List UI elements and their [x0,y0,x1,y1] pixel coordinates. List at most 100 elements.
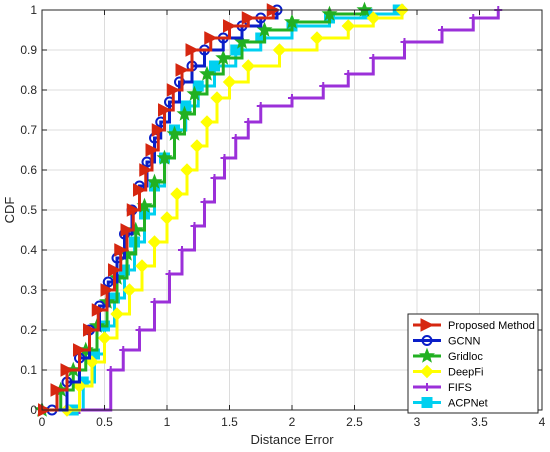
legend-label-fifs: FIFS [448,382,472,394]
y-tick-label: 0.1 [20,363,37,377]
data-point-gridloc [256,21,273,37]
legend-item-deepfi: DeepFi [413,364,483,379]
data-point-fifs [178,246,186,254]
data-point-deepfi [135,259,149,273]
data-point-fifs [220,154,229,162]
data-point-proposed-method [108,263,122,277]
legend: Proposed Method GCNN Gridloc DeepFi FIFS ACPN… [407,313,539,414]
data-point-deepfi [200,115,214,129]
data-point-gridloc [186,85,203,101]
legend-item-fifs: FIFS [413,382,472,394]
data-point-proposed-method [60,363,75,377]
data-point-deepfi [310,31,324,45]
x-axis-label: Distance Error [250,432,334,447]
data-point-acpnet [192,80,204,92]
y-tick-label: 0 [30,403,37,417]
x-tick-label: 4 [539,415,546,429]
data-point-proposed-method [204,31,218,45]
data-point-deepfi [160,211,174,225]
data-point-proposed-method [100,283,115,297]
data-point-proposed-method [241,11,256,25]
data-point-gridloc [199,65,215,81]
data-point-proposed-method [91,303,106,317]
data-point-proposed-method [166,83,181,97]
data-point-gridloc [146,173,163,189]
legend-marker-acpnet [421,397,433,408]
y-tick-label: 0.3 [20,283,37,297]
data-point-deepfi [341,19,355,33]
legend-label-gcnn: GCNN [448,336,480,348]
x-tick-label: 1 [164,415,171,429]
data-point-deepfi [147,235,162,249]
data-point-deepfi [210,91,224,105]
data-point-acpnet [209,60,220,72]
data-point-proposed-method [139,163,153,177]
data-point-gridloc [321,5,338,21]
y-tick-label: 1 [30,3,37,17]
data-point-fifs [165,270,174,278]
data-point-fifs [400,38,409,46]
legend-marker-gridloc [419,347,435,363]
data-point-proposed-method [145,143,160,157]
data-point-proposed-method [120,223,135,237]
legend-marker-deepfi [420,364,434,379]
legend-label-deepfi: DeepFi [448,367,483,379]
data-point-fifs [319,82,328,90]
legend-marker-fifs [423,383,431,391]
data-point-fifs [469,14,478,22]
series-line-fifs [79,10,500,412]
data-point-fifs [106,366,115,374]
series-layer [34,1,503,417]
y-tick-label: 0.5 [20,203,37,217]
data-point-proposed-method [151,123,166,137]
legend-item-gcnn: GCNN [413,335,480,348]
x-tick-label: 0.5 [96,415,113,429]
data-point-fifs [231,134,240,142]
data-point-fifs [244,118,253,126]
series-line-gridloc [42,10,366,412]
data-point-gridloc [284,13,300,29]
data-point-proposed-method [73,343,87,357]
data-point-gridloc [156,149,173,165]
data-point-proposed-method [126,203,141,217]
x-tick-label: 3 [414,415,421,429]
data-point-fifs [369,54,378,62]
data-point-gcnn [102,276,114,288]
y-tick-label: 0.8 [20,83,37,97]
x-tick-label: 2 [289,415,296,429]
legend-label-acpnet: ACPNet [448,398,488,410]
legend-item-gridloc: Gridloc [413,347,483,363]
x-tick-label: 0 [39,415,46,429]
legend-label-gridloc: Gridloc [448,351,483,363]
data-point-proposed-method [223,19,237,33]
data-point-proposed-method [158,103,172,117]
data-point-deepfi [170,187,184,201]
data-point-deepfi [97,331,112,345]
data-point-deepfi [122,283,137,297]
data-point-proposed-method [175,63,190,77]
data-point-gridloc [166,125,183,141]
data-point-deepfi [241,59,255,73]
x-tick-label: 1.5 [221,415,238,429]
data-point-gridloc [234,33,250,49]
axis-ticks: 0 0.5 1 1.5 2 2.5 3 3.5 4 0 0.1 0.2 0.3 0.4 0.5 0.6 0.7 0… [20,3,545,429]
data-point-proposed-method [114,243,128,257]
y-tick-label: 0.2 [20,323,37,337]
data-point-deepfi [110,307,124,321]
data-point-deepfi [180,163,194,177]
legend-item-proposed-method: Proposed Method [413,318,535,332]
data-point-gridloc [356,1,373,17]
x-tick-label: 2.5 [346,415,363,429]
y-tick-label: 0.6 [20,163,37,177]
data-point-gcnn [174,76,185,88]
data-point-proposed-method [83,323,97,337]
legend-label-proposed-method: Proposed Method [448,320,535,332]
data-point-fifs [119,346,128,354]
data-point-deepfi [366,11,380,25]
data-point-fifs [288,94,296,102]
x-tick-label: 3.5 [471,415,488,429]
legend-box [407,313,539,414]
data-point-gridloc [215,49,232,65]
data-point-fifs [210,174,219,182]
